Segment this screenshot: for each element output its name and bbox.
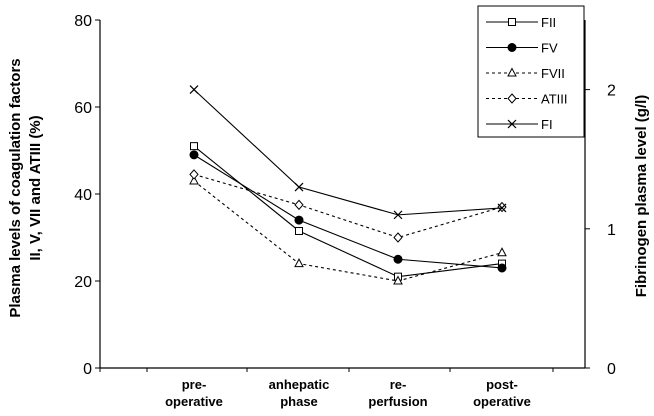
data-point-atiii: [189, 169, 199, 180]
series-line-fv: [193, 154, 503, 269]
legend-marker-atiii: [507, 93, 517, 104]
legend-marker-fvii: [507, 67, 517, 77]
x-tick-label: pre-: [182, 377, 207, 392]
x-tick-label: anhepatic: [269, 377, 330, 392]
data-point-fvii: [497, 247, 507, 257]
legend-items: FII FV FVII ATIII FI: [486, 15, 567, 132]
data-point-fi: [189, 85, 199, 95]
legend-label-atiii: ATIII: [541, 92, 567, 107]
left-axis-title-line-1: Plasma levels of coagulation factors: [7, 58, 24, 317]
series-line-fi: [193, 89, 503, 216]
legend: FII FV FVII ATIII FI: [477, 5, 585, 138]
series-line-fii: [193, 145, 503, 278]
left-axis-title-line-2: II, V, VII and ATIII (%): [27, 115, 44, 260]
left-axis-title: Plasma levels of coagulation factors II,…: [7, 58, 44, 317]
data-point-fv: [393, 254, 403, 264]
left-tick-label: 80: [74, 13, 92, 30]
data-point-fvii: [393, 275, 403, 285]
left-tick-label: 40: [74, 187, 92, 204]
x-tick-label: operative: [473, 394, 531, 409]
legend-marker-fv: [507, 43, 517, 52]
data-point-fii: [295, 226, 303, 235]
legend-marker-fi: [507, 119, 517, 129]
legend-label-fi: FI: [541, 117, 553, 132]
data-point-fi: [393, 210, 403, 220]
data-point-fv: [189, 150, 199, 160]
legend-box: [477, 5, 585, 138]
legend-label-fii: FII: [541, 15, 556, 30]
right-tick-label: 0: [607, 361, 616, 378]
data-point-atiii: [294, 199, 304, 211]
data-point-fi: [294, 182, 304, 192]
left-tick-label: 60: [74, 100, 92, 117]
right-axis-title: Fibrinogen plasma level (g/l): [633, 95, 650, 298]
series-line-atiii: [193, 173, 503, 239]
data-point-fv: [294, 215, 304, 225]
series-layer: [189, 85, 507, 285]
axes: 0 20 40 60 80 0 1 2 pre-operative anhepatic phase r…: [74, 13, 616, 409]
right-tick-label: 1: [607, 222, 616, 239]
right-tick-label: 2: [607, 83, 616, 100]
data-point-fi: [497, 203, 507, 213]
data-point-fvii: [189, 175, 199, 185]
data-point-atiii: [393, 232, 403, 243]
legend-label-fv: FV: [541, 41, 558, 56]
data-point-fv: [497, 263, 507, 273]
x-tick-label: re-: [390, 377, 407, 392]
x-tick-label: post-: [486, 377, 518, 392]
series-line-fvii: [193, 180, 503, 282]
x-tick-label: phase: [280, 394, 318, 409]
left-tick-label: 0: [83, 361, 92, 378]
legend-marker-fii: [508, 18, 516, 26]
x-tick-label: perfusion: [368, 394, 427, 409]
left-tick-label: 20: [74, 274, 92, 291]
legend-label-fvii: FVII: [541, 66, 565, 81]
data-point-fii: [190, 142, 198, 151]
x-tick-label: operative: [165, 394, 223, 409]
data-point-fvii: [294, 258, 304, 268]
